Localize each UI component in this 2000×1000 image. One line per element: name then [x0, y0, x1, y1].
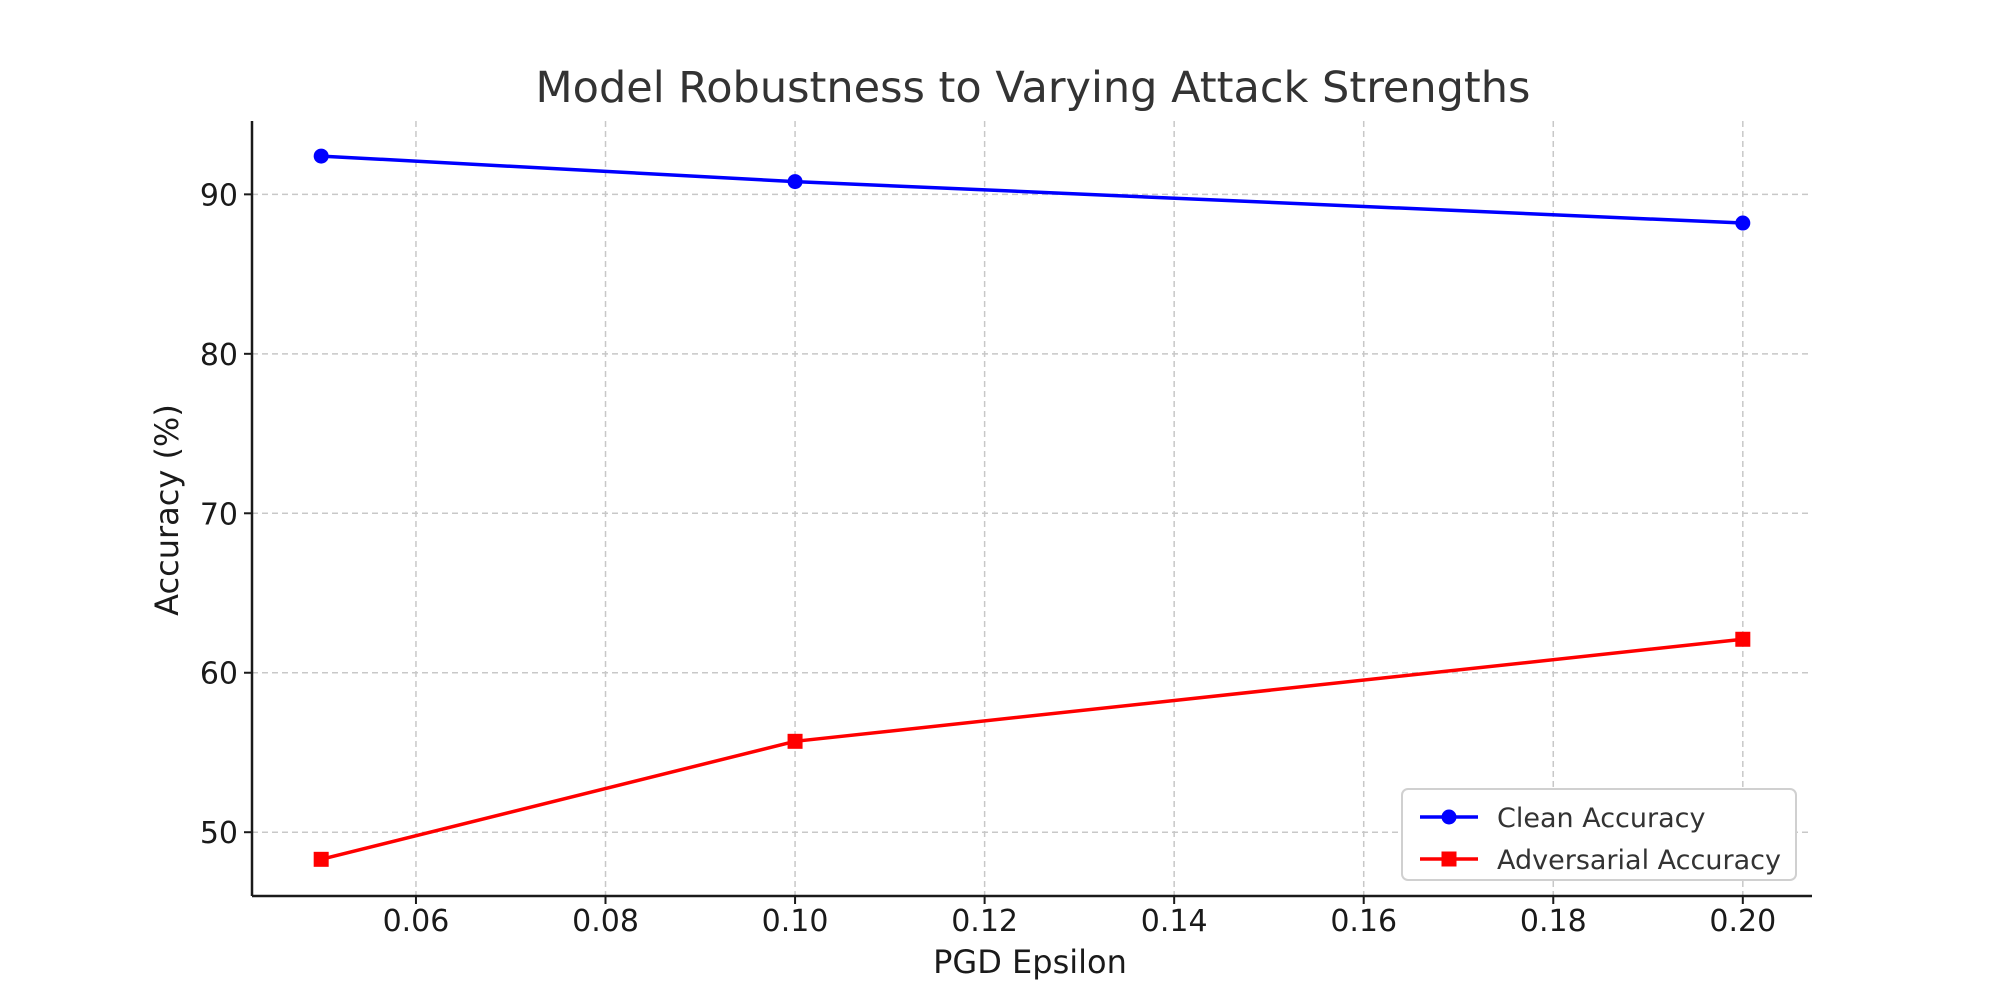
y-tick-label: 90 [200, 178, 238, 213]
y-tick-label: 70 [200, 497, 238, 532]
data-point [1735, 215, 1751, 231]
series-line-1 [321, 154, 1743, 225]
ticks: 0.06 0.08 0.10 0.12 0.14 0.16 0.18 0.20 50 60 70 80… [200, 178, 1776, 939]
legend-label: Adversarial Accuracy [1497, 845, 1781, 876]
x-tick-label: 0.20 [1709, 904, 1776, 939]
data-point [787, 174, 803, 190]
axes [250, 121, 1812, 898]
data-point [1735, 631, 1751, 647]
grid-lines [252, 121, 1812, 896]
x-tick-label: 0.16 [1330, 904, 1397, 939]
y-tick-label: 60 [200, 657, 238, 692]
data-point [313, 851, 329, 867]
legend-box [1401, 788, 1797, 881]
legend-label: Clean Accuracy [1497, 803, 1705, 834]
series [313, 148, 1751, 867]
chart-title: Model Robustness to Varying Attack Stren… [536, 63, 1531, 113]
x-tick-label: 0.14 [1141, 904, 1208, 939]
y-tick-label: 80 [200, 338, 238, 373]
y-tick-label: 50 [200, 816, 238, 851]
legend: Clean Accuracy Adversarial Accuracy [1401, 788, 1797, 881]
x-tick-label: 0.08 [572, 904, 639, 939]
x-tick-label: 0.06 [383, 904, 450, 939]
legend-marker [1441, 851, 1457, 867]
x-tick-label: 0.18 [1520, 904, 1587, 939]
y-axis-label: Accuracy (%) [148, 404, 186, 616]
legend-entries: Clean Accuracy Adversarial Accuracy [1420, 803, 1781, 876]
x-tick-label: 0.10 [762, 904, 829, 939]
legend-marker [1441, 809, 1457, 825]
data-point [313, 148, 329, 164]
data-point [787, 733, 803, 749]
x-tick-label: 0.12 [951, 904, 1018, 939]
x-axis-label: PGD Epsilon [933, 943, 1127, 981]
